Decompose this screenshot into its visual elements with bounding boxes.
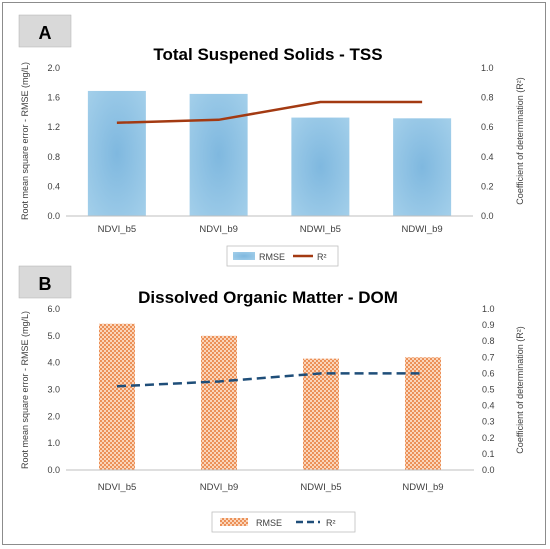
panel-b-title: Dissolved Organic Matter - DOM [138, 288, 398, 307]
y-tick-label: 0.0 [47, 465, 60, 475]
panel-b-badge [18, 265, 72, 299]
bar-rmse [303, 358, 339, 470]
panel-b-legend-r2-label: R² [326, 518, 336, 528]
panel-b-legend-box [211, 511, 356, 533]
y2-tick-label: 0.7 [482, 352, 495, 362]
panel-b-y2-axis-label: Coefficient of determination (R²) [515, 326, 525, 453]
y2-tick-label: 0.1 [482, 449, 495, 459]
panel-a-legend-r2-label: R² [317, 252, 327, 262]
y2-tick-label: 0.8 [482, 336, 495, 346]
x-tick-label: NDVI_b9 [200, 482, 239, 493]
panel-a-y2-axis-label: Coefficient of determination (R²) [515, 77, 525, 204]
y2-tick-label: 0.3 [482, 417, 495, 427]
panel-a-legend-box [226, 245, 339, 267]
y2-tick-label: 0.8 [481, 93, 494, 103]
y2-tick-label: 1.0 [481, 63, 494, 73]
series-line-r2 [116, 100, 423, 125]
panel-a-badge [18, 14, 72, 48]
y2-tick-label: 0.6 [482, 368, 495, 378]
y2-tick-label: 0.2 [482, 433, 495, 443]
panel-b-y-axis-ticks: 0.0 1.0 2.0 3.0 4.0 5.0 6.0 [47, 304, 60, 475]
panel-b-y2-axis-ticks: 0.0 0.1 0.2 0.3 0.4 0.5 0.6 0.7 0.8 0.9 1.0 [482, 304, 495, 475]
series-line-r2 [116, 372, 423, 388]
y2-tick-label: 0.2 [481, 181, 494, 191]
panel-a-legend-rmse-label: RMSE [259, 252, 285, 262]
bar-rmse [393, 118, 452, 216]
panel-a-y-axis-ticks: 0.0 0.4 0.8 1.2 1.6 2.0 [47, 63, 60, 221]
y2-tick-label: 0.6 [481, 122, 494, 132]
y-tick-label: 1.6 [47, 93, 60, 103]
y2-tick-label: 0.5 [482, 385, 495, 395]
y-tick-label: 2.0 [47, 63, 60, 73]
panel-b-legend-rmse-swatch [220, 518, 248, 526]
y2-tick-label: 0.4 [482, 401, 495, 411]
x-tick-label: NDVI_b5 [98, 482, 137, 493]
panel-b-x-tick-labels: NDVI_b5 NDVI_b9 NDWI_b5 NDWI_b9 [98, 482, 444, 493]
y-tick-label: 6.0 [47, 304, 60, 314]
panel-a-bars [87, 90, 452, 216]
x-tick-label: NDWI_b9 [402, 482, 443, 493]
panel-a-legend-rmse-swatch [233, 252, 255, 260]
x-tick-label: NDVI_b5 [98, 224, 137, 235]
panel-a-badge-label: A [39, 23, 52, 43]
y2-tick-label: 0.0 [482, 465, 495, 475]
bar-rmse [291, 117, 350, 216]
y-tick-label: 0.8 [47, 152, 60, 162]
x-tick-label: NDWI_b5 [300, 482, 341, 493]
bar-rmse [189, 93, 248, 216]
y-tick-label: 0.4 [47, 181, 60, 191]
panel-b-bars [99, 323, 441, 470]
x-tick-label: NDWI_b9 [402, 224, 443, 235]
bar-rmse [87, 90, 146, 216]
panel-a-r2-line [116, 100, 423, 125]
panel-a-title: Total Suspened Solids - TSS [153, 45, 382, 64]
y2-tick-label: 0.4 [481, 152, 494, 162]
y2-tick-label: 1.0 [482, 304, 495, 314]
y-tick-label: 2.0 [47, 411, 60, 421]
bar-rmse [201, 335, 237, 470]
y-tick-label: 1.0 [47, 438, 60, 448]
y2-tick-label: 0.9 [482, 320, 495, 330]
panel-b-r2-line [116, 372, 423, 388]
y-tick-label: 1.2 [47, 122, 60, 132]
panel-a-x-tick-labels: NDVI_b5 NDVI_b9 NDWI_b5 NDWI_b9 [98, 224, 443, 235]
panel-b-badge-label: B [39, 274, 52, 294]
panel-b-y-axis-label: Root mean square error - RMSE (mg/L) [20, 311, 30, 469]
y-tick-label: 4.0 [47, 358, 60, 368]
y-tick-label: 5.0 [47, 331, 60, 341]
y-tick-label: 3.0 [47, 385, 60, 395]
panel-a-y-axis-label: Root mean square error - RMSE (mg/L) [20, 62, 30, 220]
panel-b-legend-rmse-label: RMSE [256, 518, 282, 528]
y2-tick-label: 0.0 [481, 211, 494, 221]
y-tick-label: 0.0 [47, 211, 60, 221]
panel-a-y2-axis-ticks: 0.0 0.2 0.4 0.6 0.8 1.0 [481, 63, 494, 221]
bar-rmse [99, 323, 135, 470]
x-tick-label: NDWI_b5 [300, 224, 341, 235]
panel-a: A Total Suspened Solids - TSS 0.0 0.4 0.8 1… [18, 14, 525, 267]
x-tick-label: NDVI_b9 [199, 224, 238, 235]
bar-rmse [405, 357, 441, 470]
panel-b: B Dissolved Organic Matter - DOM 0.0 1.0 2… [18, 265, 525, 533]
